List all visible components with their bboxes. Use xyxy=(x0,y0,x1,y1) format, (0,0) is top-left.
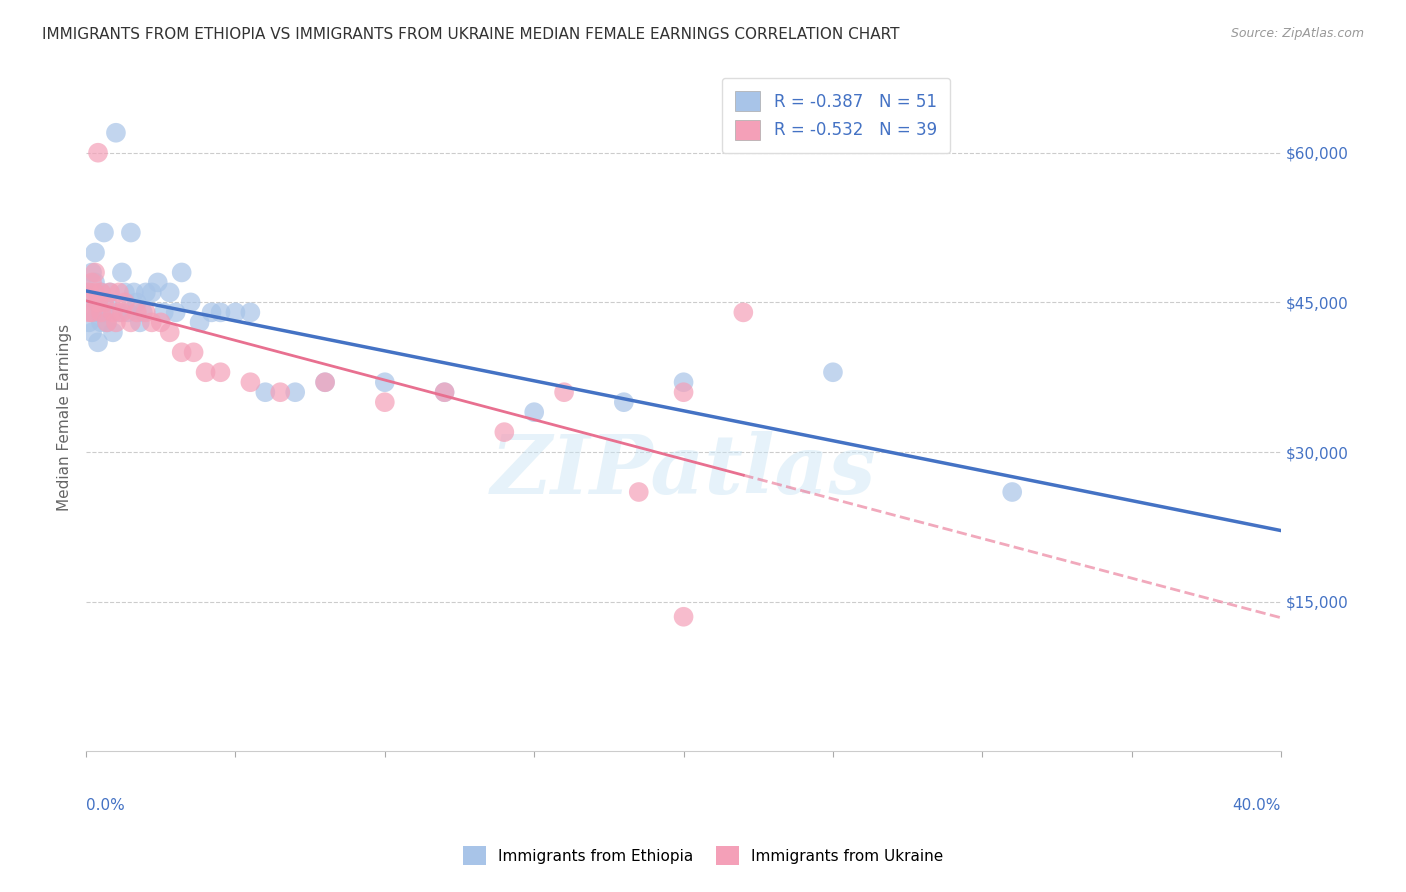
Point xyxy=(84,276,107,290)
Point xyxy=(80,305,103,319)
Point xyxy=(77,285,100,300)
Point xyxy=(209,365,232,379)
Point xyxy=(314,376,336,390)
Point xyxy=(553,385,575,400)
Point xyxy=(93,295,115,310)
Point xyxy=(87,145,110,160)
Point xyxy=(194,365,217,379)
Point xyxy=(120,315,142,329)
Point xyxy=(80,265,103,279)
Point xyxy=(284,385,307,400)
Point xyxy=(146,276,169,290)
Point xyxy=(111,265,134,279)
Point xyxy=(374,395,396,409)
Point xyxy=(254,385,277,400)
Point xyxy=(132,305,155,319)
Point xyxy=(170,345,193,359)
Point xyxy=(96,295,118,310)
Point xyxy=(87,295,110,310)
Point xyxy=(96,315,118,329)
Text: 40.0%: 40.0% xyxy=(1233,798,1281,814)
Point xyxy=(77,285,100,300)
Text: 0.0%: 0.0% xyxy=(86,798,125,814)
Point xyxy=(87,305,110,319)
Text: ZIPatlas: ZIPatlas xyxy=(491,431,876,510)
Point xyxy=(96,315,118,329)
Point xyxy=(84,285,107,300)
Point xyxy=(224,305,246,319)
Point xyxy=(87,335,110,350)
Point xyxy=(90,315,112,329)
Point xyxy=(188,315,211,329)
Point xyxy=(135,305,157,319)
Point xyxy=(200,305,222,319)
Point xyxy=(125,295,148,310)
Point xyxy=(672,609,695,624)
Point xyxy=(128,315,150,329)
Point xyxy=(80,305,103,319)
Point xyxy=(93,305,115,319)
Point xyxy=(494,425,516,439)
Text: IMMIGRANTS FROM ETHIOPIA VS IMMIGRANTS FROM UKRAINE MEDIAN FEMALE EARNINGS CORRE: IMMIGRANTS FROM ETHIOPIA VS IMMIGRANTS F… xyxy=(42,27,900,42)
Point xyxy=(170,265,193,279)
Point xyxy=(672,376,695,390)
Point xyxy=(122,285,145,300)
Point xyxy=(104,315,127,329)
Point xyxy=(1001,485,1024,500)
Point xyxy=(84,245,107,260)
Point xyxy=(374,376,396,390)
Point xyxy=(733,305,755,319)
Point xyxy=(149,315,172,329)
Point xyxy=(84,265,107,279)
Point xyxy=(90,305,112,319)
Point xyxy=(120,226,142,240)
Point xyxy=(111,305,134,319)
Point xyxy=(98,285,121,300)
Point xyxy=(141,285,163,300)
Point xyxy=(165,305,187,319)
Point xyxy=(90,285,112,300)
Point xyxy=(108,285,131,300)
Point xyxy=(98,285,121,300)
Y-axis label: Median Female Earnings: Median Female Earnings xyxy=(58,324,72,511)
Point xyxy=(93,226,115,240)
Point xyxy=(101,305,124,319)
Point xyxy=(114,295,136,310)
Point xyxy=(152,305,174,319)
Point xyxy=(239,305,262,319)
Point xyxy=(239,376,262,390)
Legend: Immigrants from Ethiopia, Immigrants from Ukraine: Immigrants from Ethiopia, Immigrants fro… xyxy=(457,840,949,871)
Point xyxy=(613,395,636,409)
Point xyxy=(141,315,163,329)
Point xyxy=(433,385,456,400)
Point xyxy=(101,326,124,340)
Point xyxy=(80,276,103,290)
Text: Source: ZipAtlas.com: Source: ZipAtlas.com xyxy=(1230,27,1364,40)
Point xyxy=(183,345,205,359)
Point xyxy=(104,126,127,140)
Point xyxy=(672,385,695,400)
Point xyxy=(314,376,336,390)
Point xyxy=(77,315,100,329)
Point xyxy=(523,405,546,419)
Point xyxy=(159,285,181,300)
Point xyxy=(269,385,291,400)
Point xyxy=(125,305,148,319)
Point xyxy=(433,385,456,400)
Point xyxy=(108,305,131,319)
Point xyxy=(627,485,650,500)
Point xyxy=(821,365,844,379)
Legend: R = -0.387   N = 51, R = -0.532   N = 39: R = -0.387 N = 51, R = -0.532 N = 39 xyxy=(721,78,950,153)
Point xyxy=(77,305,100,319)
Point xyxy=(84,295,107,310)
Point xyxy=(159,326,181,340)
Point xyxy=(117,305,139,319)
Point xyxy=(180,295,202,310)
Point xyxy=(80,326,103,340)
Point xyxy=(209,305,232,319)
Point xyxy=(114,285,136,300)
Point xyxy=(135,285,157,300)
Point xyxy=(90,285,112,300)
